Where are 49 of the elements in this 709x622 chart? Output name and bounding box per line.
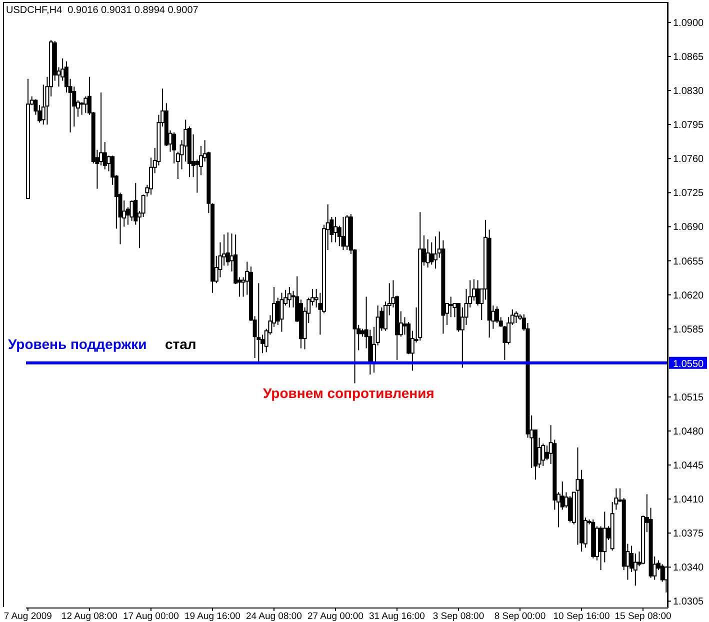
y-tick-label: 1.0410 xyxy=(673,494,704,506)
x-tick-label: 7 Aug 2009 xyxy=(4,611,52,622)
x-tick-label: 10 Sep 16:00 xyxy=(553,611,610,622)
y-tick-label: 1.0690 xyxy=(673,222,704,234)
y-tick-label: 1.0865 xyxy=(673,52,704,64)
candlestick xyxy=(256,282,261,362)
y-tick-label: 1.0795 xyxy=(673,120,704,132)
x-tick-label: 27 Aug 00:00 xyxy=(307,611,364,622)
ref-line-label: 1.0550 xyxy=(673,358,704,370)
y-tick-label: 1.0340 xyxy=(673,562,704,574)
y-tick-label: 1.0900 xyxy=(673,18,704,29)
y-tick-label: 1.0725 xyxy=(673,188,704,200)
x-tick-label: 31 Aug 16:00 xyxy=(368,611,425,622)
x-tick-label: 19 Aug 16:00 xyxy=(184,611,240,622)
annotation: Уровнем сопротивления xyxy=(263,385,434,401)
x-tick-label: 15 Sep 08:00 xyxy=(614,611,672,622)
candlestick xyxy=(341,216,346,251)
y-tick-label: 1.0760 xyxy=(673,154,704,166)
x-tick-label: 24 Aug 08:00 xyxy=(246,611,302,622)
chart-title: USDCHF,H4 0.9016 0.9031 0.8994 0.9007 xyxy=(6,5,198,16)
candlestick xyxy=(576,447,580,546)
candlestick xyxy=(172,132,176,164)
candlestick xyxy=(602,511,607,563)
candlestick xyxy=(448,296,453,318)
x-tick-label: 17 Aug 00:00 xyxy=(122,611,179,622)
candlestick xyxy=(84,96,88,114)
y-tick-label: 1.0375 xyxy=(673,528,704,540)
x-tick-label: 8 Sep 00:00 xyxy=(494,611,546,622)
y-tick-label: 1.0445 xyxy=(673,460,704,472)
candlestick xyxy=(568,496,572,523)
y-tick-label: 1.0305 xyxy=(673,596,704,608)
y-tick-label: 1.0655 xyxy=(673,256,704,268)
candlestick xyxy=(334,216,338,243)
y-tick-label: 1.0620 xyxy=(673,290,704,302)
candlestick xyxy=(195,159,200,194)
y-tick-label: 1.0480 xyxy=(673,426,704,438)
annotation: Уровень поддержки xyxy=(8,336,147,352)
candlestick xyxy=(433,236,438,270)
x-tick-label: 12 Aug 08:00 xyxy=(61,611,118,622)
y-tick-label: 1.0515 xyxy=(673,392,704,404)
candlestick xyxy=(287,286,292,308)
candlestick xyxy=(280,292,284,332)
annotation: стал xyxy=(165,336,196,352)
candlestick xyxy=(426,238,430,268)
candlestick xyxy=(514,310,518,324)
x-tick-label: 3 Sep 08:00 xyxy=(432,611,484,622)
y-tick-label: 1.0830 xyxy=(673,86,704,98)
y-tick-label: 1.0585 xyxy=(673,324,704,336)
candlestick xyxy=(80,102,84,116)
